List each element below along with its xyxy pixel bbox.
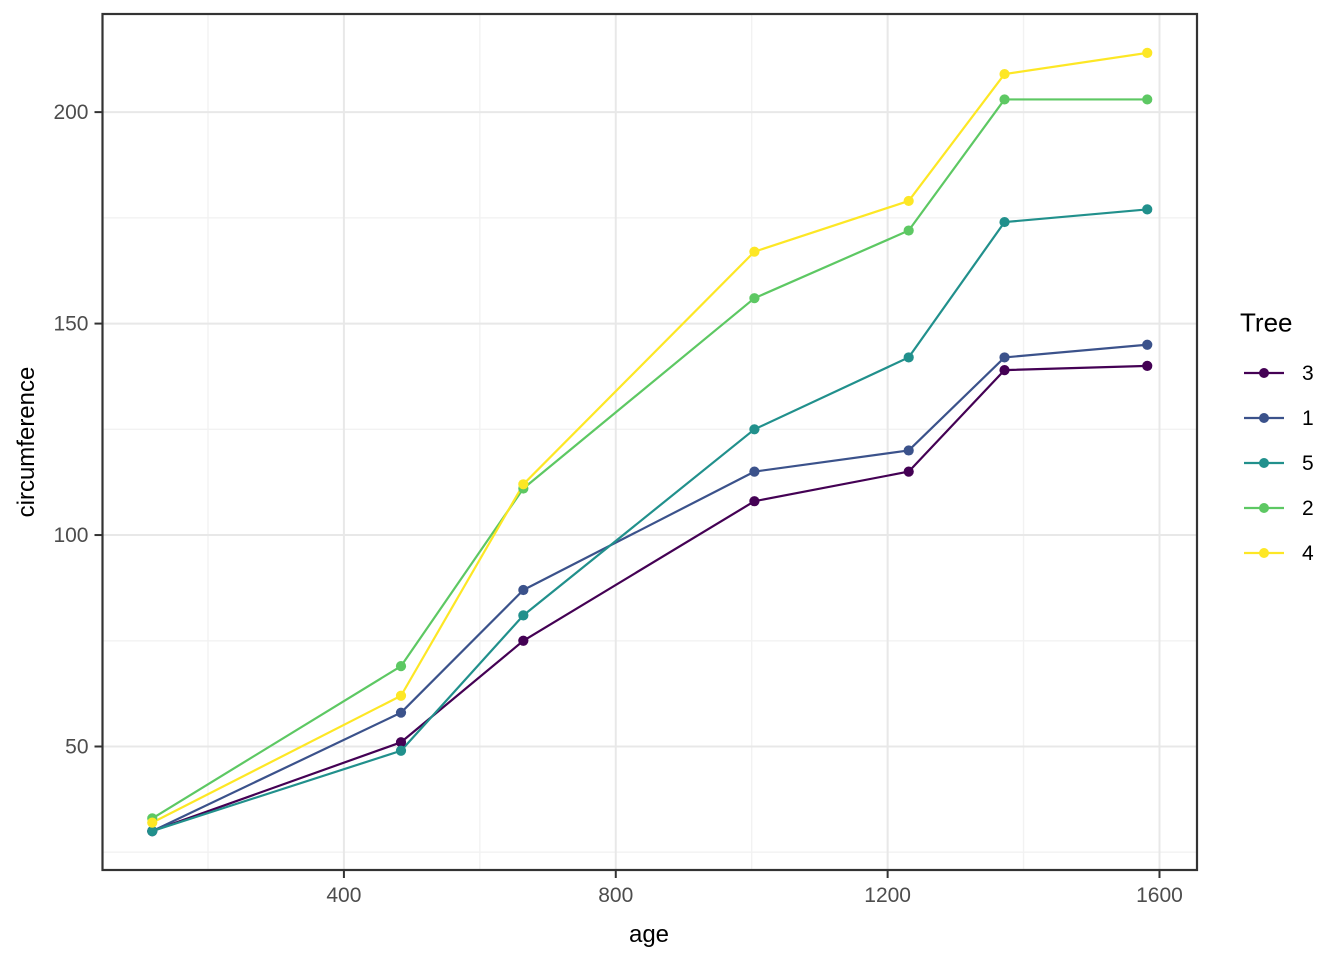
legend-title: Tree [1240, 307, 1293, 338]
y-tick-label: 150 [53, 313, 88, 336]
data-point-tree-1 [903, 445, 914, 456]
data-point-tree-4 [749, 246, 760, 257]
x-axis-title: age [628, 921, 670, 948]
data-point-tree-1 [749, 466, 760, 477]
data-point-tree-5 [749, 424, 760, 435]
x-tick-label: 800 [598, 884, 633, 907]
data-point-tree-5 [395, 745, 407, 756]
legend-label-tree-4: 4 [1302, 542, 1314, 565]
data-point-tree-4 [999, 68, 1010, 80]
y-axis-title: circumference [13, 366, 40, 518]
y-tick-label: 100 [53, 524, 88, 547]
data-point-tree-3 [518, 635, 529, 646]
legend-key-point-tree-2 [1259, 503, 1269, 513]
data-point-tree-1 [999, 352, 1010, 363]
data-point-tree-5 [1142, 204, 1153, 215]
y-tick-label: 200 [53, 101, 88, 124]
data-point-tree-1 [395, 707, 407, 718]
legend-key-point-tree-1 [1259, 413, 1269, 423]
data-point-tree-3 [999, 365, 1010, 376]
legend-key-point-tree-3 [1259, 368, 1269, 378]
data-point-tree-4 [147, 817, 158, 828]
panel-border [101, 12, 1199, 872]
data-point-tree-4 [1142, 47, 1153, 59]
data-point-tree-3 [1142, 360, 1153, 371]
data-point-tree-1 [1142, 339, 1153, 350]
data-point-tree-3 [903, 466, 914, 477]
y-tick-label: 50 [65, 736, 88, 759]
data-point-tree-1 [518, 584, 529, 596]
data-point-tree-4 [903, 195, 914, 207]
data-point-tree-4 [518, 479, 529, 490]
data-point-tree-3 [395, 737, 407, 748]
x-tick-label: 400 [326, 884, 361, 907]
data-point-tree-3 [749, 496, 760, 507]
legend-label-tree-3: 3 [1302, 362, 1314, 385]
plot-panel-background [102, 14, 1197, 870]
data-point-tree-2 [1142, 94, 1153, 105]
legend-key-point-tree-5 [1259, 458, 1269, 468]
legend-label-tree-2: 2 [1302, 497, 1314, 520]
data-point-tree-5 [518, 610, 529, 621]
legend-key-point-tree-4 [1259, 548, 1269, 558]
data-point-tree-5 [147, 825, 158, 837]
x-tick-label: 1600 [1136, 884, 1183, 907]
legend-label-tree-5: 5 [1302, 452, 1314, 475]
data-point-tree-2 [749, 293, 760, 304]
data-point-tree-2 [395, 661, 407, 672]
x-tick-label: 1200 [864, 884, 911, 907]
data-point-tree-5 [999, 216, 1010, 228]
data-point-tree-5 [903, 352, 914, 363]
legend-label-tree-1: 1 [1302, 407, 1314, 430]
data-point-tree-2 [999, 94, 1010, 105]
data-point-tree-2 [903, 225, 914, 236]
data-point-tree-4 [395, 690, 407, 701]
